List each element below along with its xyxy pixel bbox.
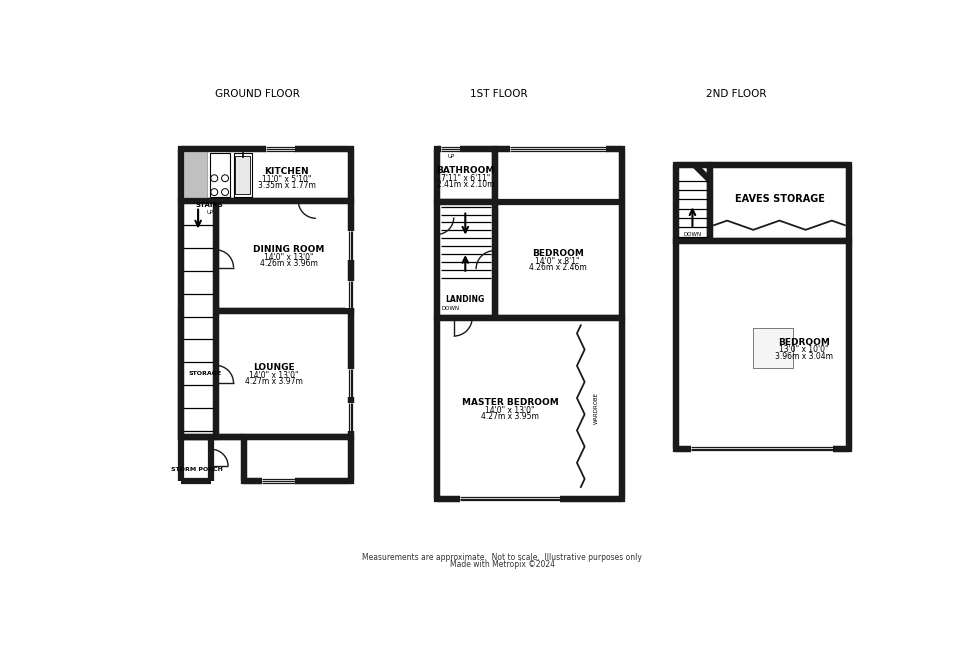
Bar (211, 153, 230, 197)
Text: UP: UP (206, 210, 214, 215)
Text: LOUNGE: LOUNGE (253, 363, 294, 372)
Bar (181, 149, 351, 201)
Bar (437, 149, 495, 202)
Text: EAVES STORAGE: EAVES STORAGE (735, 194, 824, 204)
Text: 14'0" x 8'1": 14'0" x 8'1" (535, 257, 580, 266)
Text: 4.26m x 2.46m: 4.26m x 2.46m (529, 263, 587, 272)
Text: STAIRS: STAIRS (196, 203, 223, 208)
Bar (437, 202, 495, 317)
Text: BEDROOM: BEDROOM (778, 338, 830, 347)
Text: DINING ROOM: DINING ROOM (253, 246, 324, 254)
Text: KITCHEN: KITCHEN (265, 167, 309, 176)
Text: STORM PORCH: STORM PORCH (171, 467, 222, 472)
Text: STORAGE: STORAGE (189, 371, 222, 376)
Text: 2.41m x 2.10m: 2.41m x 2.10m (436, 180, 494, 189)
Text: 1ST FLOOR: 1ST FLOOR (469, 90, 527, 100)
Bar (675, 165, 710, 240)
Text: WARDROBE: WARDROBE (594, 392, 599, 424)
Text: DOWN: DOWN (442, 306, 460, 311)
Text: Made with Metropix ©2024: Made with Metropix ©2024 (450, 560, 555, 569)
Bar (495, 149, 621, 317)
Text: DOWN: DOWN (683, 232, 702, 237)
Bar (244, 437, 351, 481)
Text: Measurements are approximate.  Not to scale.  Illustrative purposes only: Measurements are approximate. Not to sca… (363, 552, 642, 562)
Text: 4.27m x 3.97m: 4.27m x 3.97m (245, 377, 303, 386)
Text: 4.26m x 3.96m: 4.26m x 3.96m (260, 259, 318, 268)
Text: 14'0" x 13'0": 14'0" x 13'0" (265, 253, 314, 262)
Text: GROUND FLOOR: GROUND FLOOR (215, 90, 300, 100)
Text: 14'0" x 13'0": 14'0" x 13'0" (485, 406, 535, 414)
Text: BEDROOM: BEDROOM (532, 249, 584, 258)
Text: 14'0" x 13'0": 14'0" x 13'0" (249, 371, 298, 380)
Text: 11'0" x 5'10": 11'0" x 5'10" (262, 175, 312, 183)
Text: 13'0" x 10'0": 13'0" x 10'0" (779, 345, 829, 355)
Text: LANDING: LANDING (446, 295, 485, 304)
Text: 3.96m x 3.04m: 3.96m x 3.04m (775, 352, 833, 361)
Bar (233, 153, 252, 197)
Bar (437, 317, 621, 499)
Bar (182, 151, 208, 199)
Bar (754, 329, 794, 369)
Text: BATHROOM: BATHROOM (436, 166, 495, 175)
Bar (181, 201, 216, 437)
Text: UP: UP (447, 154, 455, 159)
Bar (216, 201, 351, 311)
Text: 2ND FLOOR: 2ND FLOOR (706, 90, 766, 100)
Bar (675, 240, 849, 448)
Bar (235, 156, 251, 195)
Text: 4.27m x 3.95m: 4.27m x 3.95m (481, 412, 539, 421)
Bar (181, 311, 351, 437)
Text: 7'11" x 6'11": 7'11" x 6'11" (441, 174, 490, 183)
Bar (710, 165, 849, 240)
Text: 3.35m x 1.77m: 3.35m x 1.77m (258, 181, 316, 190)
Text: MASTER BEDROOM: MASTER BEDROOM (462, 398, 559, 407)
